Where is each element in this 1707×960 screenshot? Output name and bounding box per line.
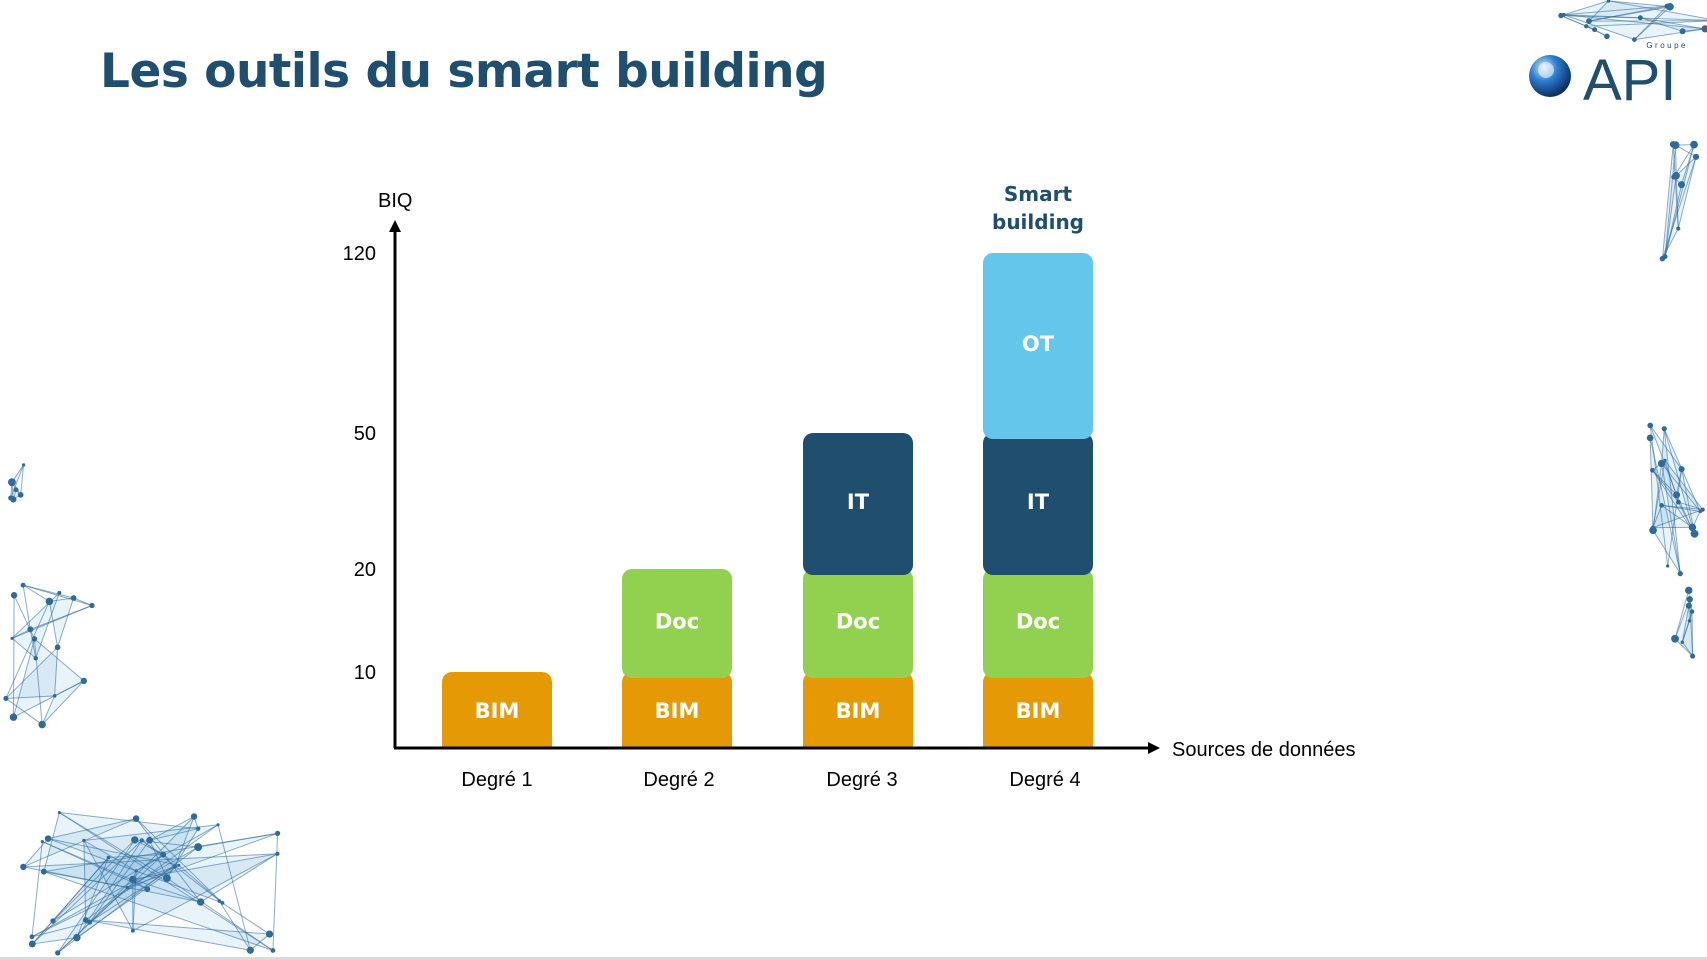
x-axis-arrow-icon [1148, 742, 1160, 754]
bar-rect [622, 569, 732, 678]
y-tick-label: 20 [354, 559, 376, 581]
bar-segment-bim-1: BIM [442, 672, 552, 748]
bar-rect-base [803, 736, 913, 748]
bar-segment-bim-2: BIM [622, 672, 732, 748]
bar-segment-label: OT [1022, 332, 1055, 356]
y-tick-label: 120 [343, 243, 376, 265]
bar-segment-label: Doc [1016, 610, 1060, 634]
x-category-label: Degré 4 [1009, 769, 1080, 791]
bar-segment-label: Doc [836, 610, 880, 634]
bar-segment-bim-3: BIM [803, 672, 913, 748]
bar-segment-label: IT [847, 490, 870, 514]
bar-segment-label: Doc [655, 610, 699, 634]
annotation-line: Smart [1004, 182, 1073, 206]
bar-rect [983, 253, 1093, 439]
y-tick-label: 10 [354, 662, 376, 684]
logo-tagline: Groupe [1646, 41, 1688, 50]
y-axis-arrow-icon [389, 220, 401, 232]
bar-segment-label: BIM [655, 699, 700, 723]
x-category-label: Degré 2 [643, 769, 714, 791]
bar-rect [803, 672, 913, 748]
bar-segment-label: BIM [1016, 699, 1061, 723]
axis-layer [389, 220, 1160, 754]
bar-rect [803, 433, 913, 575]
bar-rect [622, 672, 732, 748]
bar-rect [983, 569, 1093, 678]
y-axis-title: BIQ [378, 190, 412, 212]
bar-segment-it-4: IT [983, 433, 1093, 575]
bar-rect [442, 672, 552, 748]
annotation-line: building [992, 210, 1084, 234]
annotation-layer: Smart building [992, 182, 1084, 234]
x-axis-title: Sources de données [1172, 739, 1355, 761]
bar-segment-doc-4: Doc [983, 569, 1093, 678]
bar-segment-label: IT [1027, 490, 1050, 514]
bar-rect [803, 569, 913, 678]
x-category-label: Degré 1 [461, 769, 532, 791]
bar-rect-base [622, 736, 732, 748]
company-logo: Groupe API [1529, 41, 1688, 113]
bar-segment-ot-4: OT [983, 253, 1093, 439]
slide-title: Les outils du smart building [100, 44, 828, 99]
bar-rect-base [442, 736, 552, 748]
bar-segment-doc-2: Doc [622, 569, 732, 678]
logo-brand: API [1583, 48, 1677, 113]
x-categories-layer: Degré 1 Degré 2 Degré 3 Degré 4 [461, 769, 1080, 791]
footer-divider [0, 957, 1707, 960]
bar-segment-label: BIM [836, 699, 881, 723]
bar-segment-label: BIM [475, 699, 520, 723]
bar-segment-it-3: IT [803, 433, 913, 575]
bar-rect [983, 672, 1093, 748]
bar-rect-base [983, 736, 1093, 748]
bar-segment-doc-3: Doc [803, 569, 913, 678]
y-tick-label: 50 [354, 423, 376, 445]
y-ticks-layer: 10 20 50 120 [343, 243, 376, 684]
bar-rect [983, 433, 1093, 575]
x-category-label: Degré 3 [826, 769, 897, 791]
bars-layer: BIM BIM Doc BIM Doc IT BIM Doc IT OT [442, 253, 1093, 748]
bar-segment-bim-4: BIM [983, 672, 1093, 748]
